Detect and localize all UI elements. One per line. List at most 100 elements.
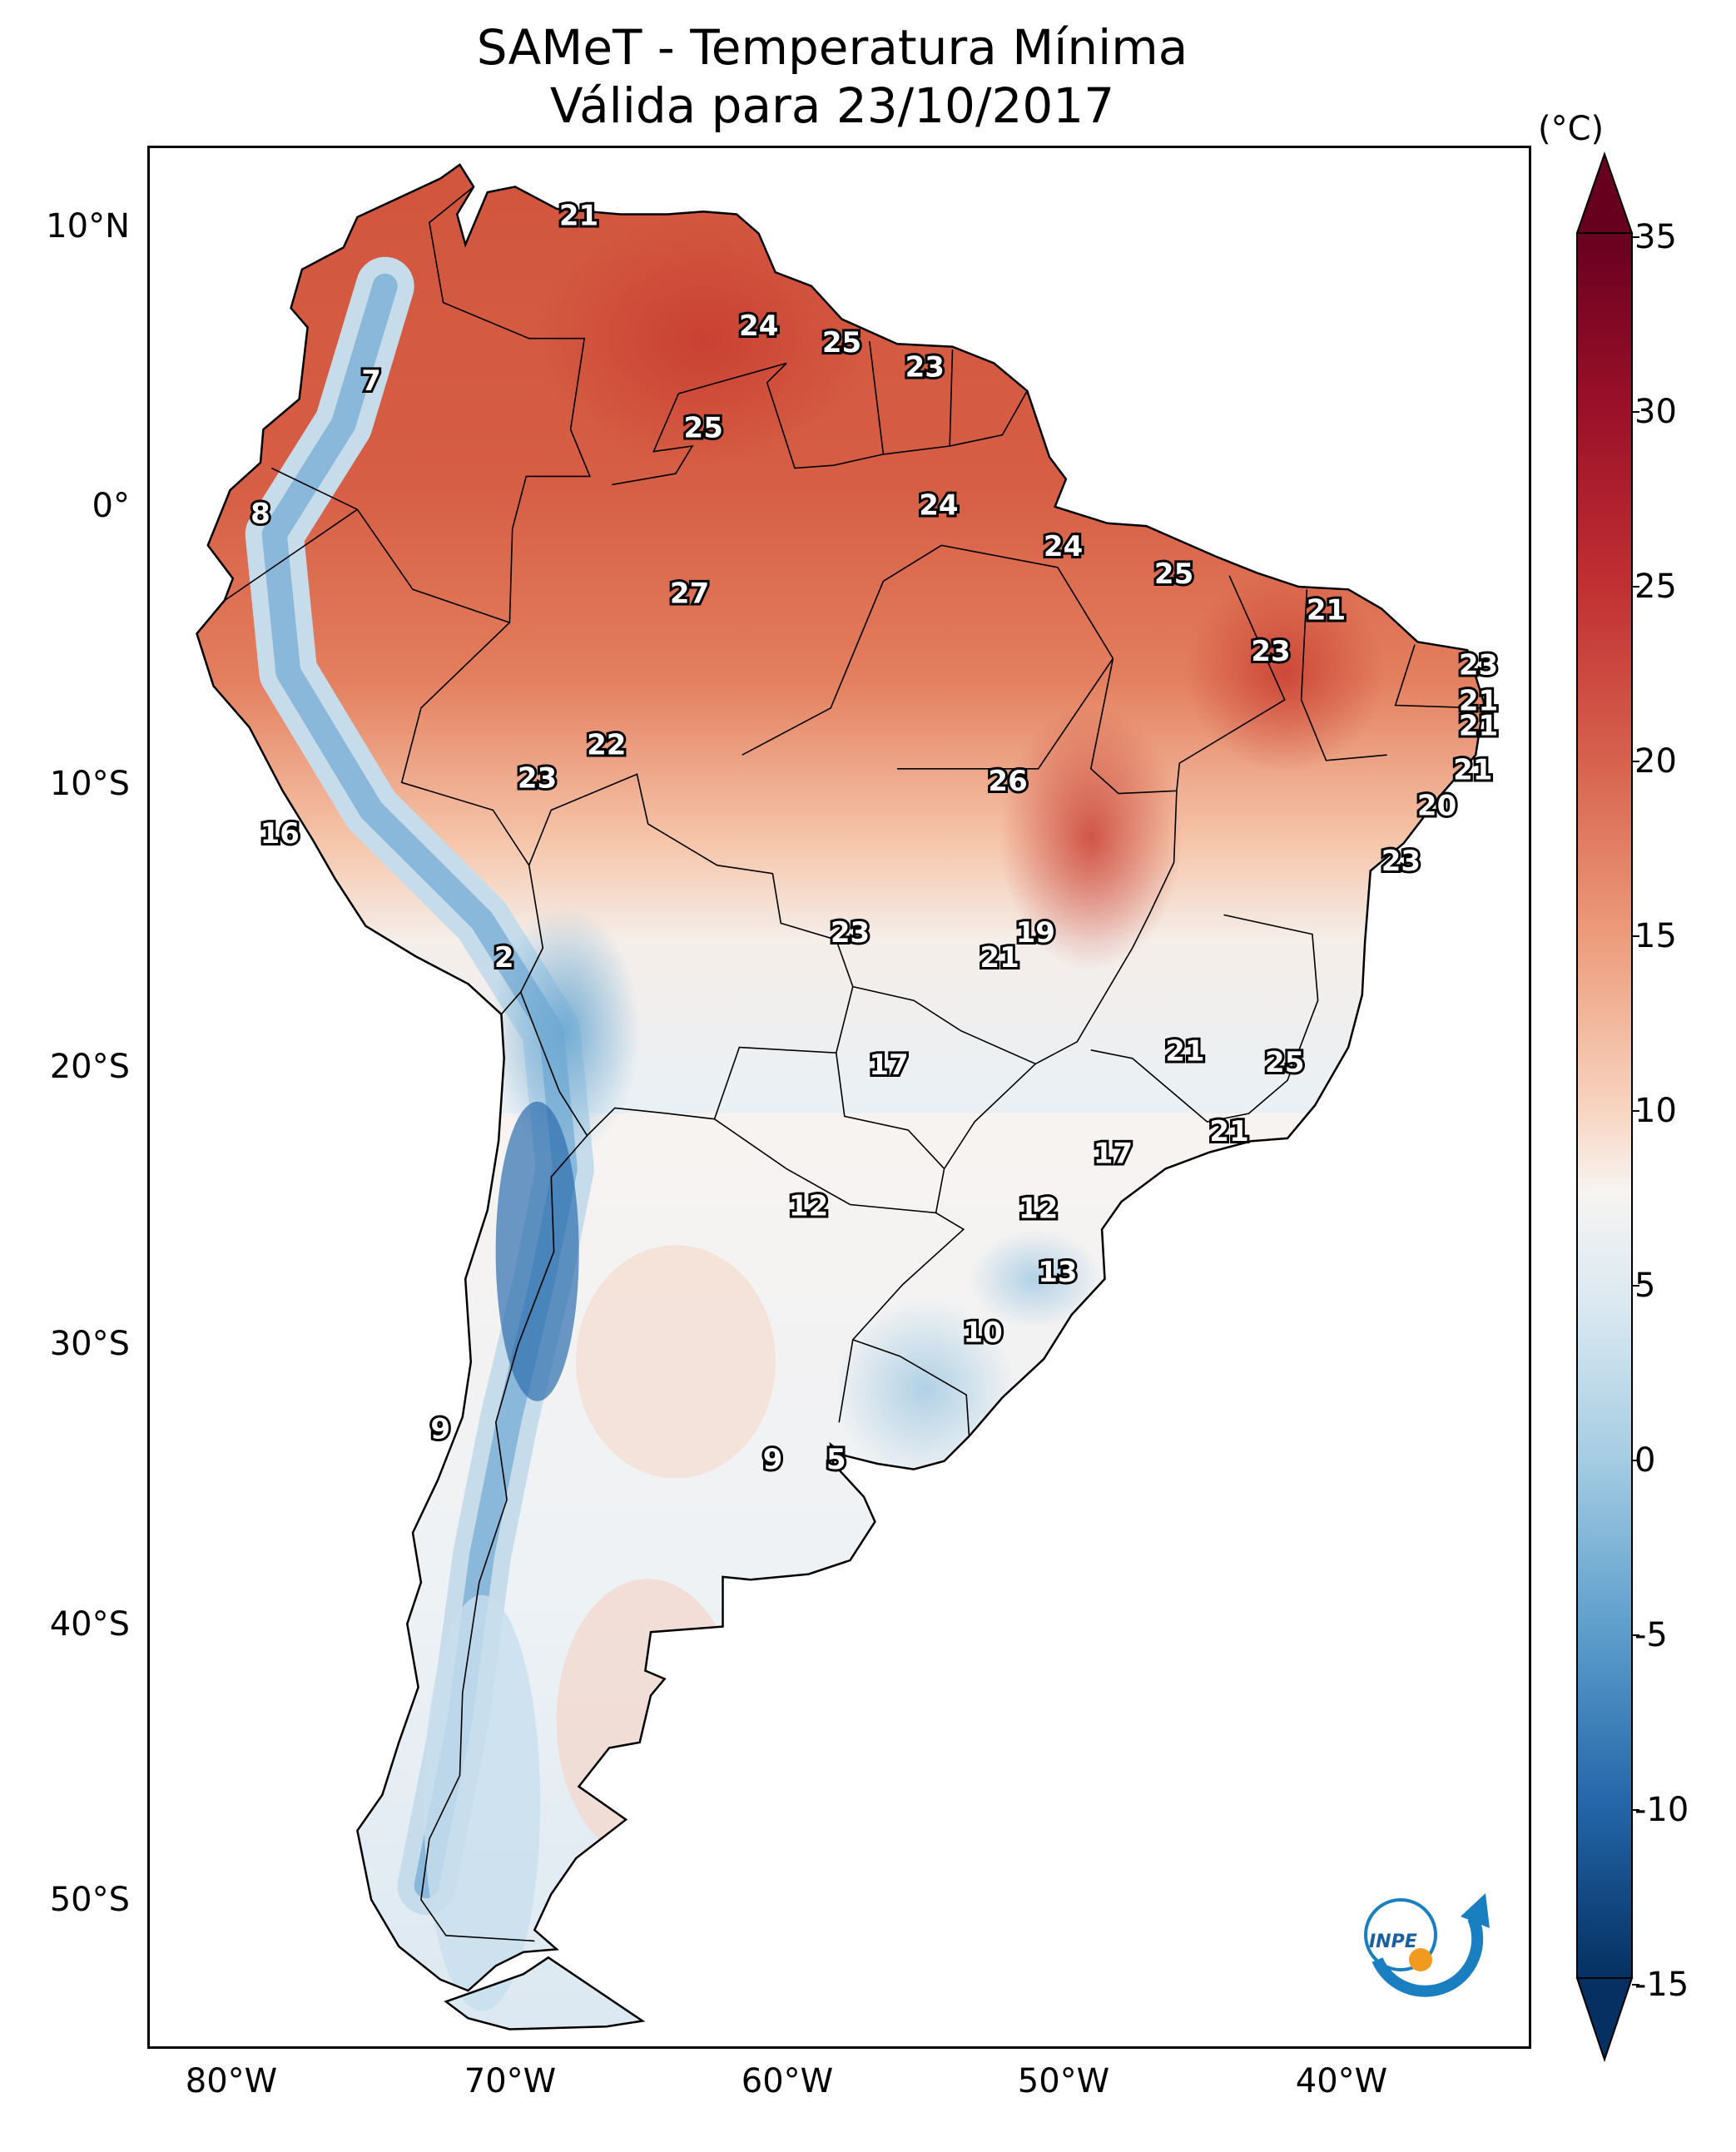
- logo-text: INPE: [1369, 1931, 1417, 1952]
- station-value-label: 24: [739, 310, 778, 343]
- station-value-label: 21: [1459, 710, 1498, 743]
- border-line: [766, 362, 1028, 469]
- colorbar: [1575, 151, 1639, 2063]
- colorbar-tick-35: 35: [1634, 218, 1677, 256]
- temperature-field: [196, 164, 1485, 2030]
- station-value-label: 23: [905, 351, 945, 384]
- lon-tick-80w: 80°W: [185, 2062, 278, 2100]
- logo-arrow: [1461, 1893, 1490, 1928]
- station-value-label: 23: [1459, 649, 1498, 682]
- station-value-label: 25: [684, 412, 723, 445]
- station-value-label: 12: [789, 1189, 828, 1222]
- lon-tick-70w: 70°W: [464, 2062, 557, 2100]
- lon-tick-60w: 60°W: [741, 2062, 834, 2100]
- lon-tick-40w: 40°W: [1295, 2062, 1388, 2100]
- logo-dot: [1409, 1948, 1432, 1971]
- border-line: [852, 985, 1037, 1169]
- station-value-label: 21: [1307, 593, 1346, 627]
- colorbar-unit-label: (°C): [1538, 110, 1605, 148]
- colorbar-tick-15: 15: [1634, 917, 1677, 955]
- colorbar-gradient: [1576, 232, 1633, 1979]
- colorbar-tick-0: 0: [1634, 1441, 1656, 1480]
- lat-tick-40s: 40°S: [49, 1605, 130, 1644]
- border-line: [1090, 914, 1319, 1123]
- station-value-label: 9: [430, 1413, 450, 1446]
- border-line: [852, 1339, 970, 1436]
- station-value-label: 21: [1209, 1115, 1248, 1148]
- coastline-tierra-del-fuego: [444, 1956, 646, 2031]
- border-line: [400, 622, 544, 1015]
- station-value-label: 21: [559, 199, 598, 232]
- station-value-label: 20: [1417, 790, 1456, 823]
- station-value-label: 2: [494, 941, 514, 974]
- colorbar-tick-20: 20: [1634, 742, 1677, 781]
- station-value-label: 5: [826, 1443, 846, 1476]
- station-value-label: 21: [1453, 754, 1492, 787]
- station-value-label: 7: [361, 364, 381, 398]
- station-value-label: 19: [1016, 916, 1055, 950]
- inpe-logo: INPE: [1364, 1893, 1490, 1997]
- border-line: [714, 1053, 945, 1214]
- lat-tick-10n: 10°N: [46, 207, 130, 245]
- border-line: [949, 349, 954, 447]
- colorbar-tick-minus15: -15: [1634, 1966, 1689, 2004]
- station-value-label: 21: [1459, 685, 1498, 718]
- colorbar-tick-30: 30: [1634, 393, 1677, 431]
- lat-tick-30s: 30°S: [49, 1325, 130, 1363]
- colorbar-bottom-arrow: [1575, 1977, 1634, 2063]
- border-line: [1394, 644, 1481, 709]
- station-value-label: 10: [963, 1316, 1002, 1350]
- station-value-label: 25: [822, 326, 861, 359]
- station-value-label: 23: [1381, 845, 1421, 878]
- border-line: [420, 1135, 588, 1942]
- colorbar-top-arrow: [1575, 151, 1634, 234]
- station-value-label: 25: [1154, 558, 1193, 591]
- border-line: [270, 186, 591, 624]
- logo-swoosh: [1371, 1916, 1484, 1997]
- border-line: [612, 362, 787, 486]
- colorbar-tick-minus5: -5: [1634, 1616, 1668, 1654]
- station-value-label: 17: [1094, 1137, 1133, 1170]
- station-value-label: 13: [1038, 1256, 1077, 1289]
- coastline: [196, 163, 1486, 1992]
- station-value-label: 9: [763, 1443, 783, 1476]
- station-value-label: 17: [869, 1049, 908, 1082]
- station-value-label: 26: [988, 765, 1027, 798]
- lon-tick-50w: 50°W: [1017, 2062, 1110, 2100]
- lat-tick-10s: 10°S: [49, 765, 130, 803]
- station-value-label: 23: [518, 762, 557, 796]
- station-value-label: 21: [1165, 1035, 1204, 1069]
- station-value-label: 24: [1044, 530, 1083, 563]
- station-value-label: 25: [1265, 1046, 1304, 1079]
- station-value-label: 23: [831, 916, 870, 950]
- station-value-label: 23: [1251, 635, 1290, 668]
- chart-title: SAMeT - Temperatura Mínima Válida para 2…: [0, 18, 1664, 135]
- border-line: [224, 508, 358, 602]
- station-value-label: 12: [1019, 1193, 1058, 1226]
- land-layer: [196, 163, 1486, 2031]
- station-value-label: 8: [250, 497, 270, 530]
- station-value-label: 27: [670, 577, 709, 610]
- border-line: [1089, 658, 1119, 795]
- colorbar-tick-10: 10: [1634, 1092, 1677, 1130]
- lat-tick-20s: 20°S: [49, 1048, 130, 1086]
- station-value-label: 22: [587, 729, 626, 762]
- station-value-label: 16: [260, 817, 300, 850]
- title-line-2: Válida para 23/10/2017: [549, 77, 1115, 134]
- border-line: [838, 1212, 965, 1423]
- lat-tick-50s: 50°S: [49, 1881, 130, 1919]
- map-frame: 21 7 24 25 23 25 8 24 24 25 27 21 23 23 21 21 22 23 26 21 20…: [147, 146, 1531, 2049]
- colorbar-tick-25: 25: [1634, 568, 1677, 606]
- border-line: [1300, 589, 1387, 761]
- border-line: [869, 340, 885, 454]
- title-line-1: SAMeT - Temperatura Mínima: [476, 19, 1188, 76]
- border-line: [1176, 575, 1286, 791]
- colorbar-tick-5: 5: [1634, 1267, 1656, 1305]
- colorbar-tick-minus10: -10: [1634, 1791, 1689, 1829]
- lat-tick-0: 0°: [92, 487, 130, 525]
- station-value-label: 24: [919, 488, 958, 522]
- border-line: [742, 544, 1114, 770]
- station-value-label: 21: [980, 941, 1019, 974]
